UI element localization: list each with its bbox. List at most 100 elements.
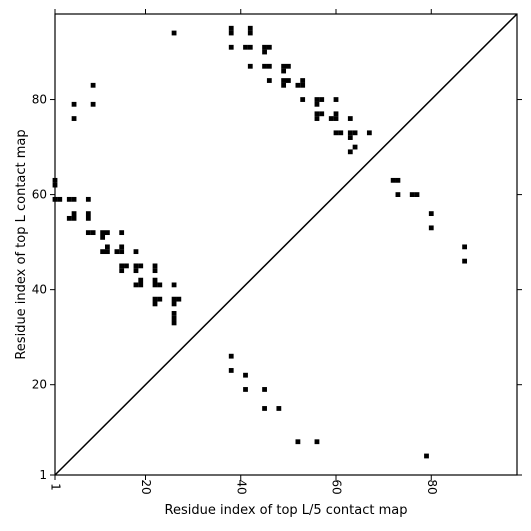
contact-point-upper: [71, 101, 77, 107]
contact-point-upper: [133, 268, 139, 274]
contact-point-upper: [157, 296, 163, 302]
contact-point-upper: [352, 130, 358, 136]
contact-point-upper: [171, 315, 177, 321]
contact-point-lower: [462, 244, 468, 250]
contact-point-upper: [319, 97, 325, 102]
contact-point-upper: [52, 196, 58, 202]
contact-point-upper: [119, 268, 125, 274]
contact-point-upper: [133, 263, 139, 269]
plot-area: [52, 13, 518, 476]
contact-point-upper: [333, 97, 339, 102]
contact-point-upper: [100, 249, 106, 255]
contact-point-lower: [243, 372, 248, 378]
contact-point-upper: [314, 111, 320, 117]
plot-frame: [54, 13, 518, 476]
contact-point-upper: [262, 63, 267, 69]
contact-point-upper: [333, 116, 339, 121]
contact-point-upper: [171, 296, 177, 302]
contact-point-lower: [262, 406, 267, 411]
contact-point-upper: [285, 78, 291, 83]
contact-point-upper: [152, 282, 158, 288]
contact-point-lower: [414, 192, 420, 197]
contact-point-upper: [328, 116, 334, 121]
contact-point-upper: [347, 149, 353, 155]
contact-point-upper: [119, 230, 125, 236]
contact-point-upper: [300, 78, 306, 83]
contact-point-upper: [90, 82, 96, 88]
contact-point-upper: [85, 215, 91, 221]
contact-point-upper: [152, 301, 158, 307]
contact-point-upper: [300, 97, 306, 102]
contact-point-upper: [104, 244, 110, 250]
contact-point-upper: [100, 234, 106, 240]
contact-point-upper: [90, 101, 96, 107]
contact-point-upper: [347, 130, 353, 136]
contact-point-upper: [71, 215, 77, 221]
contact-point-upper: [171, 301, 177, 307]
contact-point-upper: [295, 82, 301, 88]
contact-point-upper: [66, 196, 72, 202]
contact-point-upper: [281, 63, 287, 69]
contact-point-upper: [228, 44, 234, 50]
contact-point-upper: [100, 230, 106, 236]
y-tick-label: 1: [39, 468, 47, 482]
contact-point-lower: [395, 177, 401, 183]
x-tick-label: 60: [330, 479, 344, 494]
contact-point-upper: [171, 30, 177, 36]
contact-point-upper: [300, 82, 306, 88]
contact-point-upper: [228, 25, 234, 31]
contact-point-upper: [152, 277, 158, 283]
contact-point-lower: [428, 211, 434, 217]
contact-point-upper: [176, 296, 182, 302]
contact-point-upper: [247, 44, 253, 50]
contact-point-upper: [152, 296, 158, 302]
contact-point-upper: [347, 135, 353, 140]
contact-point-upper: [247, 63, 253, 69]
contact-point-upper: [228, 30, 234, 36]
diagonal-line: [54, 13, 518, 476]
contact-point-upper: [152, 268, 158, 274]
contact-point-lower: [428, 225, 434, 231]
contact-point-upper: [157, 282, 163, 288]
x-axis-label: Residue index of top L/5 contact map: [165, 503, 408, 518]
contact-point-upper: [262, 49, 267, 55]
contact-point-upper: [57, 196, 63, 202]
contact-point-upper: [333, 130, 339, 136]
contact-point-upper: [314, 97, 320, 102]
contact-point-lower: [228, 368, 234, 373]
contact-point-upper: [281, 68, 287, 74]
contact-point-upper: [338, 130, 344, 136]
x-tick-label: 80: [425, 479, 439, 494]
contact-point-upper: [243, 44, 248, 50]
contact-point-upper: [266, 44, 272, 50]
contact-point-upper: [133, 249, 139, 255]
contact-point-upper: [71, 211, 77, 217]
contact-point-lower: [314, 439, 320, 445]
contact-point-upper: [85, 211, 91, 217]
contact-point-upper: [124, 263, 129, 269]
contact-point-upper: [352, 144, 358, 150]
contact-point-upper: [138, 282, 144, 288]
contact-point-upper: [119, 244, 125, 250]
contact-point-upper: [71, 196, 77, 202]
contact-point-upper: [281, 82, 287, 88]
y-tick-label: 60: [32, 188, 47, 202]
y-axis-label: Residue index of top L contact map: [14, 129, 29, 359]
contact-point-upper: [133, 282, 139, 288]
y-tick-label: 40: [32, 283, 47, 297]
contact-point-upper: [90, 230, 96, 236]
contact-point-lower: [409, 192, 415, 197]
contact-point-lower: [295, 439, 301, 445]
contact-point-lower: [243, 387, 248, 392]
contact-point-upper: [152, 263, 158, 269]
contact-point-upper: [266, 63, 272, 69]
contact-point-upper: [285, 63, 291, 69]
contact-point-upper: [314, 101, 320, 107]
contact-point-upper: [281, 78, 287, 83]
contact-point-upper: [314, 116, 320, 121]
contact-point-upper: [266, 78, 272, 83]
contact-point-upper: [247, 30, 253, 36]
contact-point-upper: [171, 311, 177, 316]
contact-point-upper: [138, 277, 144, 283]
